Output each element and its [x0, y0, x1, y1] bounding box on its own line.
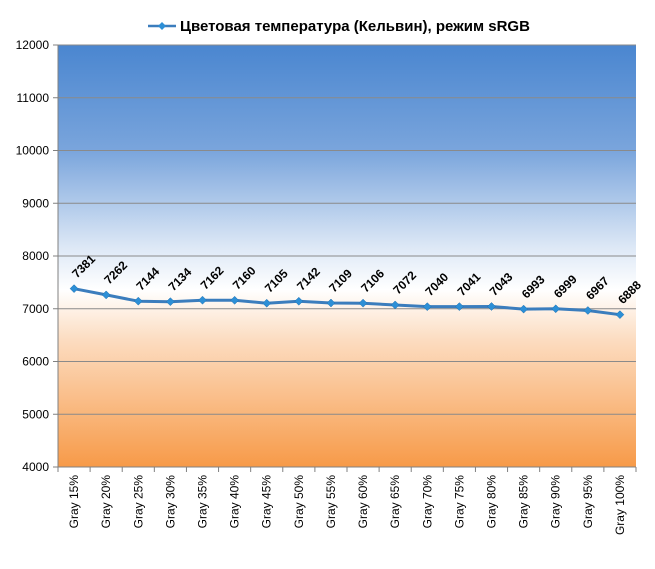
x-tick-label: Gray 85% [517, 475, 531, 529]
x-tick-label: Gray 70% [420, 475, 434, 529]
data-point [551, 304, 561, 314]
data-point [390, 300, 400, 310]
x-tick-label: Gray 90% [549, 475, 563, 529]
x-tick-label: Gray 100% [613, 475, 627, 535]
x-tick-label: Gray 50% [292, 475, 306, 529]
x-tick-label: Gray 35% [196, 475, 210, 529]
x-tick-label: Gray 45% [260, 475, 274, 529]
legend: Цветовая температура (Кельвин), режим sR… [148, 18, 530, 35]
data-point [487, 302, 496, 311]
y-tick-label: 11000 [17, 91, 50, 105]
x-tick-label: Gray 65% [388, 475, 402, 529]
data-point [133, 296, 143, 306]
data-point [455, 302, 464, 311]
data-point [166, 297, 175, 307]
x-tick-label: Gray 20% [99, 475, 113, 529]
x-tick-label: Gray 80% [485, 475, 499, 529]
data-point [262, 298, 272, 308]
series-line [73, 287, 621, 317]
x-tick-label: Gray 75% [452, 475, 466, 529]
x-tick-label: Gray 60% [356, 475, 370, 529]
grid-lines [58, 44, 636, 415]
data-point [101, 290, 111, 300]
y-tick-label: 10000 [16, 144, 50, 158]
data-point [358, 298, 368, 308]
y-tick-label: 5000 [22, 407, 49, 421]
y-tick-label: 9000 [22, 196, 49, 210]
y-axis-ticks: 4000 5000 6000 7000 8000 9000 10000 11000 12000 [16, 38, 58, 474]
data-point [198, 295, 207, 305]
data-point [583, 306, 593, 315]
data-point [230, 295, 239, 305]
x-axis-ticks: Gray 15% Gray 20% Gray 25% Gray 30% Gray 35%… [57, 467, 637, 535]
y-tick-label: 4000 [22, 460, 49, 474]
legend-label: Цветовая температура (Кельвин), режим sR… [180, 18, 530, 35]
series-layer [69, 284, 625, 320]
x-tick-label: Gray 25% [131, 475, 145, 529]
y-tick-label: 12000 [16, 38, 50, 52]
x-tick-label: Gray 15% [67, 475, 81, 529]
data-point [326, 298, 336, 308]
legend-marker [158, 22, 166, 30]
data-point [69, 284, 79, 294]
y-tick-label: 6000 [22, 355, 49, 369]
y-tick-label: 8000 [22, 249, 49, 263]
data-point [422, 302, 432, 311]
data-point [294, 296, 304, 306]
data-point [615, 310, 625, 320]
data-point [519, 304, 528, 314]
x-tick-label: Gray 55% [324, 475, 338, 529]
x-tick-label: Gray 40% [228, 475, 242, 529]
x-tick-label: Gray 95% [581, 475, 595, 529]
x-tick-label: Gray 30% [163, 475, 177, 529]
y-tick-label: 7000 [22, 302, 49, 316]
